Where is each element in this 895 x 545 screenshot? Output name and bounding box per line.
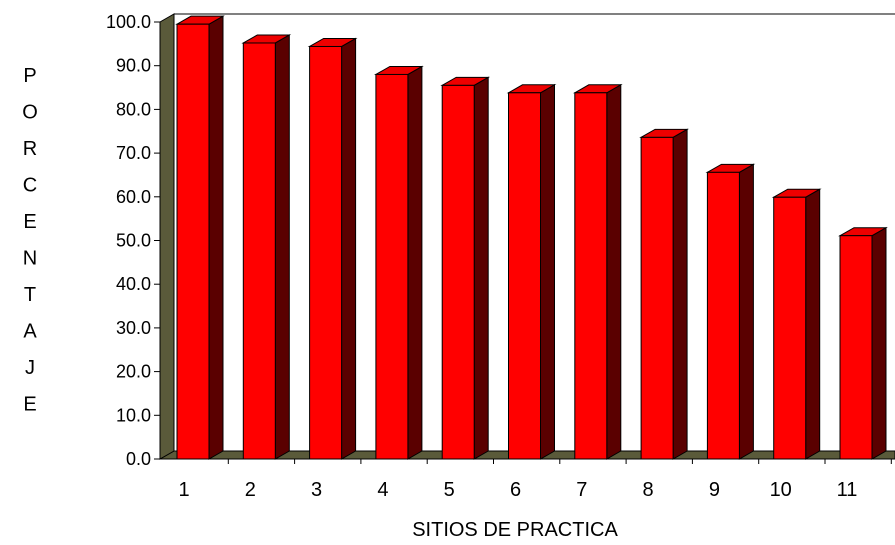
y-axis-title-letter: P <box>23 65 36 87</box>
chart-back-wall-edge <box>173 13 895 451</box>
bar-front <box>706 171 740 460</box>
y-tick-label: 70.0 <box>116 143 151 163</box>
x-tick-label: 9 <box>709 479 720 501</box>
x-tick-label: 11 <box>837 479 858 501</box>
y-axis-title-letter: E <box>23 211 36 233</box>
y-axis-title-letter: R <box>23 138 37 160</box>
y-axis-title-letter: A <box>23 321 37 343</box>
x-tick-label: 8 <box>643 479 654 501</box>
bar-side <box>473 76 489 460</box>
bar-side <box>672 128 688 460</box>
bar-side <box>606 83 622 460</box>
y-tick-label: 50.0 <box>116 231 151 251</box>
bar-front <box>176 23 210 460</box>
bars <box>175 15 888 460</box>
y-axis-title-letter: J <box>25 357 35 379</box>
bar-front <box>508 92 541 460</box>
y-tick-label: 90.0 <box>116 56 151 76</box>
bar-front <box>309 45 343 460</box>
bar <box>506 83 557 460</box>
bar-front <box>640 136 674 460</box>
y-axis-title-letter: C <box>23 175 37 197</box>
bar <box>241 34 292 460</box>
bar <box>705 163 756 460</box>
y-axis-title-letter: O <box>22 102 38 124</box>
bar <box>572 83 623 460</box>
bar <box>175 15 225 460</box>
x-axis-ticks: 1 2 3 4 5 6 7 8 9 10 11 <box>178 459 892 501</box>
chart-side-wall <box>159 13 175 460</box>
bar <box>771 188 822 460</box>
y-axis-title-letter: E <box>23 394 36 416</box>
bar <box>440 76 491 460</box>
bar-front <box>773 196 807 460</box>
bar-front <box>441 84 475 460</box>
bar-side <box>738 163 754 460</box>
bar <box>374 65 424 460</box>
x-tick-label: 7 <box>576 479 587 501</box>
bar-front <box>375 73 409 460</box>
bar-side <box>540 83 555 460</box>
bar-side <box>871 226 887 460</box>
bar-side <box>805 188 821 460</box>
y-tick-label: 100.0 <box>106 12 151 32</box>
bar-side <box>274 34 290 460</box>
bar <box>307 37 358 460</box>
y-tick-label: 0.0 <box>126 449 151 469</box>
y-tick-label: 60.0 <box>116 187 151 207</box>
x-tick-label: 1 <box>178 479 189 501</box>
bar-side <box>407 65 423 460</box>
y-tick-label: 10.0 <box>116 405 151 425</box>
y-tick-label: 20.0 <box>116 362 151 382</box>
bar-side <box>208 15 224 460</box>
bar <box>639 128 689 460</box>
x-tick-label: 4 <box>377 479 388 501</box>
y-axis-ticks: 0.0 10.0 20.0 30.0 40.0 50.0 60.0 70.0 80.0 90.0 1… <box>106 12 161 469</box>
x-tick-label: 3 <box>311 479 322 501</box>
y-tick-label: 40.0 <box>116 274 151 294</box>
y-tick-label: 80.0 <box>116 99 151 119</box>
x-tick-label: 10 <box>770 479 792 501</box>
x-tick-label: 5 <box>444 479 455 501</box>
x-axis-title: SITIOS DE PRACTICA <box>412 519 618 541</box>
bar-front <box>242 42 276 460</box>
x-tick-label: 2 <box>245 479 256 501</box>
y-axis-title-letter: T <box>24 284 36 306</box>
bar <box>838 226 888 460</box>
x-tick-label: 6 <box>510 479 521 501</box>
bar-front <box>574 92 608 460</box>
y-axis-title-letter: N <box>23 248 37 270</box>
y-tick-label: 30.0 <box>116 318 151 338</box>
bar-front <box>839 235 873 460</box>
bar-side <box>341 37 357 460</box>
